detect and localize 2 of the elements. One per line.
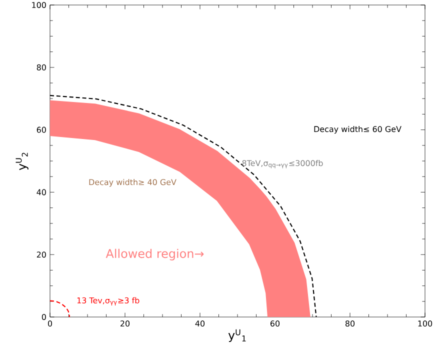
annotation: Allowed region→ <box>106 248 204 260</box>
line-series <box>50 300 70 317</box>
